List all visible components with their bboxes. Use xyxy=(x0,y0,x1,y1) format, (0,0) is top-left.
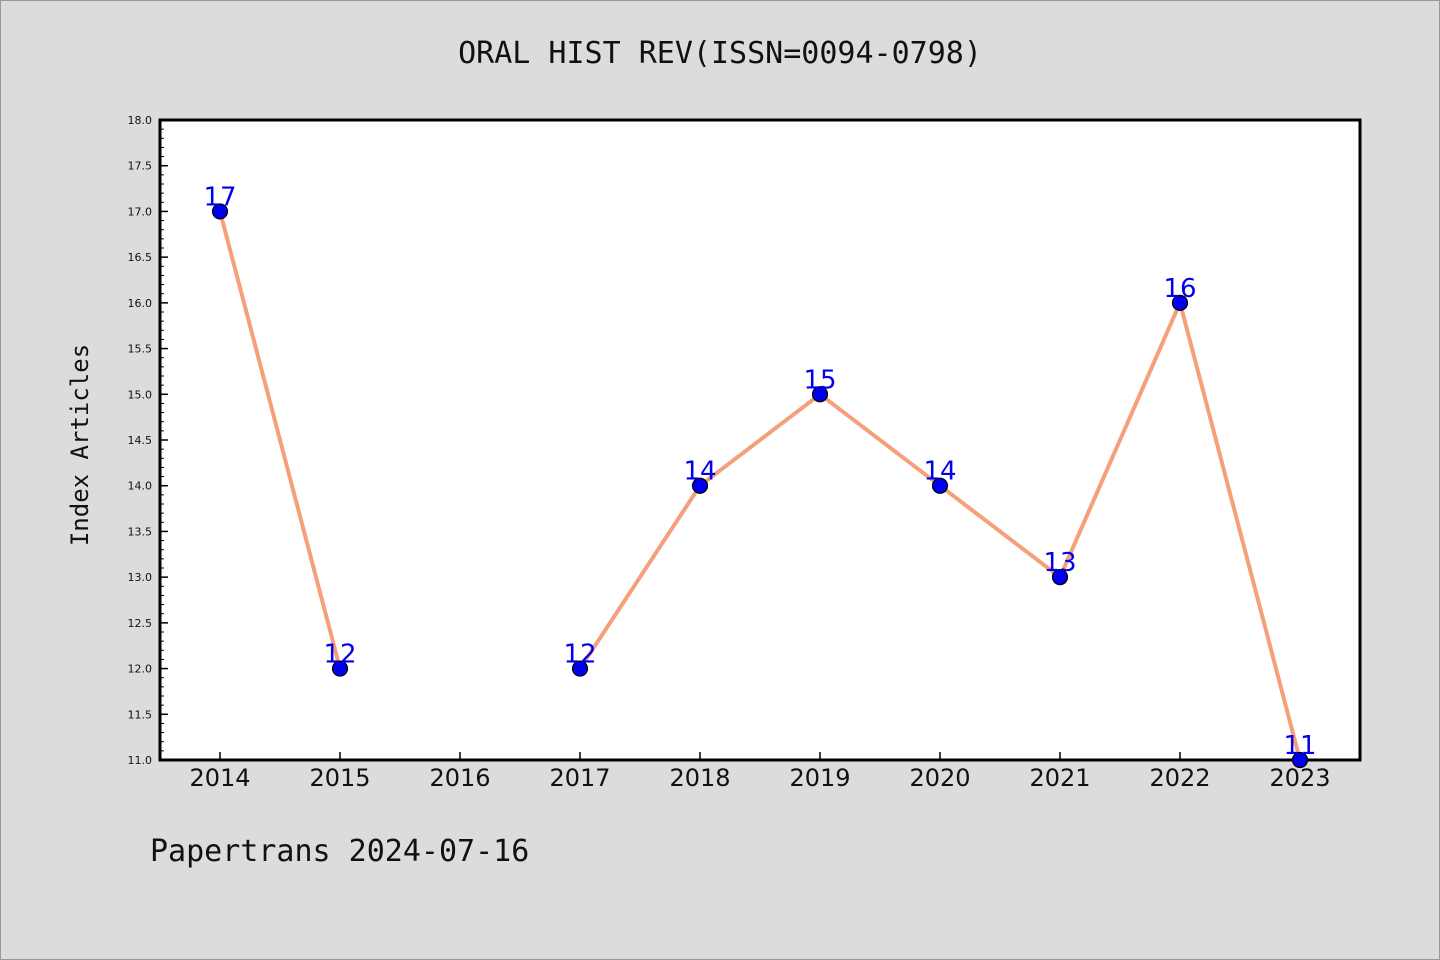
y-tick-label: 12.0 xyxy=(128,663,153,676)
data-point xyxy=(931,477,949,494)
y-tick-label: 16.0 xyxy=(128,297,153,310)
footer-note: Papertrans 2024-07-16 xyxy=(150,834,530,869)
y-tick-label: 16.5 xyxy=(128,251,153,264)
y-tick-label: 13.5 xyxy=(128,525,153,538)
data-label: 14 xyxy=(923,457,956,487)
x-tick-label: 2023 xyxy=(1269,764,1330,792)
x-tick-label: 2021 xyxy=(1029,764,1090,792)
y-axis: 11.0 11.5 12.0 12.5 13.0 13.5 14.0 14.5 15.0 15.5… xyxy=(128,114,168,767)
data-point xyxy=(331,660,349,677)
data-label: 17 xyxy=(203,182,236,212)
x-tick-label: 2019 xyxy=(789,764,850,792)
data-point xyxy=(691,477,709,494)
x-tick-label: 2018 xyxy=(669,764,730,792)
data-labels: 17 12 12 14 15 14 13 16 11 xyxy=(203,182,1316,761)
data-point xyxy=(211,203,229,220)
series-line xyxy=(218,210,342,670)
x-tick-label: 2014 xyxy=(189,764,250,792)
y-tick-label: 17.0 xyxy=(128,205,153,218)
y-tick-label: 14.5 xyxy=(128,434,153,447)
data-point xyxy=(571,660,589,677)
data-label: 14 xyxy=(683,457,716,487)
y-tick-label: 11.0 xyxy=(128,754,153,767)
data-label: 12 xyxy=(563,640,596,670)
y-tick-label: 14.0 xyxy=(128,480,153,493)
x-tick-label: 2017 xyxy=(549,764,610,792)
data-point xyxy=(1051,569,1069,586)
data-point xyxy=(811,386,829,403)
data-point xyxy=(1291,751,1309,769)
data-label: 12 xyxy=(323,640,356,670)
y-tick-label: 17.5 xyxy=(128,160,153,173)
data-label: 11 xyxy=(1283,731,1316,761)
x-tick-label: 2020 xyxy=(909,764,970,792)
x-tick-label: 2022 xyxy=(1149,764,1210,792)
y-tick-label: 12.5 xyxy=(128,617,153,630)
y-tick-label: 15.0 xyxy=(128,388,153,401)
x-axis: 2014 2015 2016 2017 2018 2019 2020 2021 2022 2023 xyxy=(189,752,1331,792)
y-tick-label: 11.5 xyxy=(128,708,153,721)
series-markers xyxy=(211,203,1309,769)
x-tick-label: 2016 xyxy=(429,764,490,792)
data-point xyxy=(1171,294,1189,311)
data-label: 16 xyxy=(1163,274,1196,304)
y-tick-label: 18.0 xyxy=(128,114,153,127)
chart-title: ORAL HIST REV(ISSN=0094-0798) xyxy=(458,36,982,71)
data-label: 13 xyxy=(1043,548,1076,578)
x-tick-label: 2015 xyxy=(309,764,370,792)
y-tick-label: 15.5 xyxy=(128,343,153,356)
y-tick-label: 13.0 xyxy=(128,571,153,584)
data-label: 15 xyxy=(803,365,836,395)
